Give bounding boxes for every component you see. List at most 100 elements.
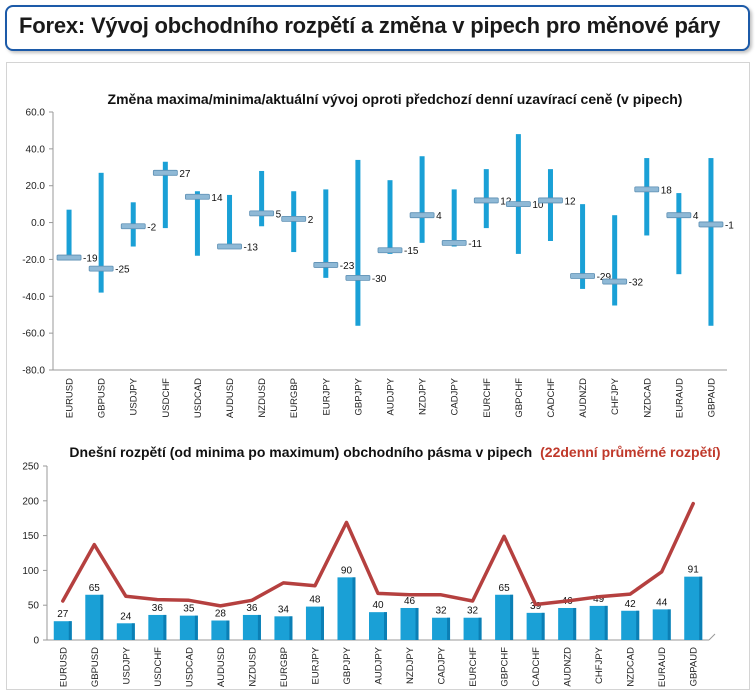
range-bar-shade	[352, 577, 356, 640]
range-bar-shade	[131, 623, 135, 640]
range-bar	[116, 623, 135, 640]
current-value-label: 14	[211, 193, 223, 204]
range-bar	[580, 204, 586, 289]
x-tick-label: EURAUD	[674, 378, 685, 418]
current-marker	[473, 197, 499, 204]
range-bar	[323, 189, 329, 278]
current-marker	[313, 262, 339, 268]
x-tick-label: AUDJPY	[386, 377, 397, 415]
x-tick-label: CHFJPY	[610, 377, 621, 415]
current-marker	[441, 239, 467, 246]
average-range-line	[61, 501, 695, 608]
x-tick-label: NZDUSD	[247, 647, 258, 687]
y-tick-label: 40.0	[26, 144, 46, 155]
range-bar	[547, 169, 553, 241]
x-tick-label: GBPAUD	[689, 647, 700, 687]
x-tick-label: AUDJPY	[374, 646, 385, 684]
range-bar	[621, 610, 640, 640]
current-marker	[88, 265, 114, 272]
range-bar	[305, 606, 324, 640]
x-tick-label: GBPUSD	[90, 647, 101, 687]
range-bar	[98, 172, 104, 293]
range-bar	[242, 614, 261, 640]
x-tick-label: CADCHF	[531, 647, 542, 687]
x-axis-depth-line	[708, 633, 716, 641]
x-tick-label: EURCHF	[482, 378, 493, 418]
current-value-label: -29	[597, 272, 612, 283]
current-value-label: 2	[308, 215, 314, 226]
range-bar	[355, 159, 361, 326]
range-bar	[495, 594, 514, 640]
range-bar	[676, 193, 682, 275]
range-bar	[419, 156, 425, 243]
range-bar	[194, 191, 200, 256]
range-bar-shade	[447, 617, 451, 640]
x-tick-label: AUDUSD	[216, 647, 227, 687]
y-tick-label: 20.0	[26, 181, 46, 192]
y-tick-label: -40.0	[22, 292, 45, 303]
current-marker	[538, 197, 563, 204]
range-bar	[515, 134, 521, 254]
x-tick-label: EURJPY	[321, 377, 332, 415]
y-tick-label: -80.0	[22, 366, 45, 377]
current-marker	[570, 273, 595, 279]
current-marker	[634, 186, 660, 193]
range-bar-chart: Dnešní rozpětí (od minima po maximum) ob…	[22, 444, 720, 687]
current-marker	[602, 278, 628, 285]
y-tick-label: 250	[22, 462, 39, 473]
range-bar	[612, 215, 618, 306]
y-tick-label: 0	[33, 636, 39, 647]
range-bar	[179, 615, 198, 640]
range-bar	[337, 577, 356, 640]
range-chart-title: Změna maxima/minima/aktuální vývoj oprot…	[108, 91, 683, 107]
x-tick-label: USDCHF	[161, 378, 172, 418]
range-bar-shade	[478, 617, 482, 640]
x-tick-label: NZDCAD	[642, 378, 653, 418]
x-tick-label: CADJPY	[437, 646, 448, 684]
x-tick-label: USDJPY	[129, 377, 140, 415]
current-marker	[345, 274, 371, 281]
range-bar	[162, 161, 168, 229]
range-chart: Změna maxima/minima/aktuální vývoj oprot…	[22, 91, 734, 418]
page-title-bar: Forex: Vývoj obchodního rozpětí a změna …	[5, 5, 750, 51]
current-value-label: -2	[147, 222, 156, 233]
current-marker	[56, 254, 82, 261]
x-tick-label: AUDUSD	[225, 378, 236, 418]
range-value-label: 46	[404, 596, 416, 607]
range-bar	[451, 189, 457, 247]
current-value-label: 12	[500, 196, 512, 207]
range-bar-shade	[68, 621, 72, 640]
range-bar	[589, 605, 608, 640]
x-tick-label: GBPCHF	[500, 647, 511, 687]
range-value-label: 65	[499, 583, 511, 594]
range-bar-shade	[510, 594, 514, 640]
x-tick-label: CADJPY	[450, 377, 461, 415]
x-tick-label: EURUSD	[58, 647, 69, 687]
range-bar-shade	[667, 609, 671, 640]
range-value-label: 36	[246, 603, 258, 614]
y-tick-label: 100	[22, 566, 39, 577]
range-bar-shade	[636, 610, 640, 640]
current-marker	[281, 215, 307, 222]
current-value-label: 27	[179, 169, 191, 180]
current-marker	[249, 210, 275, 217]
range-bar	[259, 170, 265, 227]
range-bar-shade	[320, 606, 324, 640]
y-tick-label: 50	[28, 601, 40, 612]
y-tick-label: 0.0	[31, 218, 45, 229]
range-bar-chart-title-group: Dnešní rozpětí (od minima po maximum) ob…	[69, 444, 720, 460]
x-tick-label: NZDJPY	[418, 377, 429, 415]
current-value-label: -23	[340, 261, 355, 272]
current-marker	[120, 223, 146, 230]
range-bar-shade	[257, 614, 261, 640]
x-tick-label: USDJPY	[121, 646, 132, 684]
current-value-label: -32	[629, 278, 644, 289]
range-bar-shade	[604, 605, 608, 640]
range-value-label: 36	[152, 603, 164, 614]
current-value-label: 4	[693, 211, 699, 222]
x-tick-label: AUDNZD	[578, 378, 589, 418]
page-title: Forex: Vývoj obchodního rozpětí a změna …	[19, 13, 721, 38]
x-tick-label: USDCAD	[193, 378, 204, 418]
